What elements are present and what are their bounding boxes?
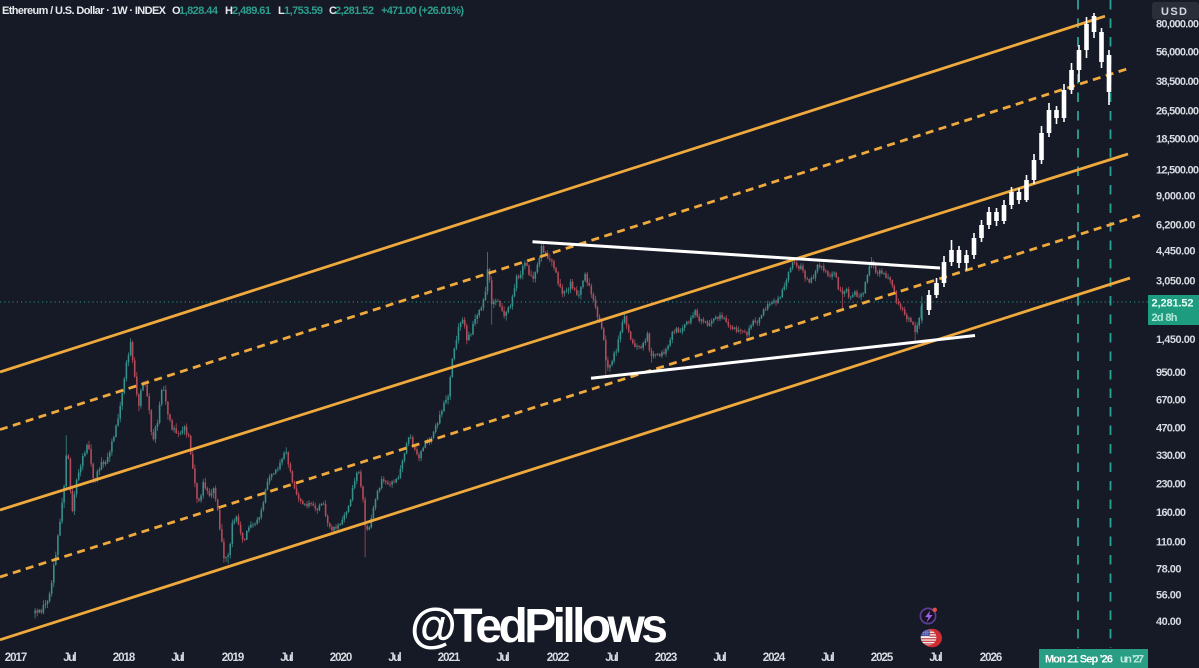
svg-text:Mon 21 Sep ’26: Mon 21 Sep ’26 xyxy=(1045,654,1113,666)
svg-text:Jul: Jul xyxy=(929,652,943,664)
svg-text:Jul: Jul xyxy=(280,652,294,664)
svg-text:Ethereum / U.S. Dollar · 1W ·: Ethereum / U.S. Dollar · 1W · INDEX xyxy=(2,5,167,17)
svg-text:Jul: Jul xyxy=(171,652,185,664)
svg-text:78.00: 78.00 xyxy=(1156,564,1182,576)
svg-text:L: L xyxy=(278,5,285,17)
svg-text:USD: USD xyxy=(1161,6,1187,18)
svg-text:2019: 2019 xyxy=(222,652,245,664)
svg-text:Jul: Jul xyxy=(713,652,727,664)
svg-text:470.00: 470.00 xyxy=(1156,422,1186,434)
svg-text:18,500.00: 18,500.00 xyxy=(1156,134,1199,146)
svg-text:2018: 2018 xyxy=(113,652,136,664)
svg-text:2,281.52: 2,281.52 xyxy=(335,5,374,17)
svg-text:2024: 2024 xyxy=(763,652,786,664)
svg-text:12,500.00: 12,500.00 xyxy=(1156,165,1199,177)
svg-text:2,489.61: 2,489.61 xyxy=(232,5,271,17)
svg-text:38,500.00: 38,500.00 xyxy=(1156,76,1199,88)
svg-text:230.00: 230.00 xyxy=(1156,479,1186,491)
svg-text:@TedPillows: @TedPillows xyxy=(410,600,668,653)
svg-text:Jul: Jul xyxy=(605,652,619,664)
svg-text:1,450.00: 1,450.00 xyxy=(1156,334,1196,346)
svg-text:26,500.00: 26,500.00 xyxy=(1156,105,1199,117)
svg-text:C: C xyxy=(329,5,337,17)
svg-text:2026: 2026 xyxy=(980,652,1003,664)
svg-text:2020: 2020 xyxy=(330,652,353,664)
svg-text:Jul: Jul xyxy=(388,652,402,664)
svg-text:40.00: 40.00 xyxy=(1156,616,1182,628)
svg-text:2025: 2025 xyxy=(871,652,894,664)
svg-text:2017: 2017 xyxy=(5,652,28,664)
svg-text:56,000.00: 56,000.00 xyxy=(1156,47,1199,59)
svg-text:670.00: 670.00 xyxy=(1156,395,1186,407)
svg-text:1,753.59: 1,753.59 xyxy=(284,5,323,17)
svg-text:80,000.00: 80,000.00 xyxy=(1156,19,1199,31)
svg-text:2021: 2021 xyxy=(438,652,461,664)
svg-text:Jul: Jul xyxy=(496,652,510,664)
svg-text:1,828.44: 1,828.44 xyxy=(179,5,219,17)
svg-text:110.00: 110.00 xyxy=(1156,537,1186,549)
svg-text:2022: 2022 xyxy=(547,652,570,664)
svg-text:+471.00 (+26.01%): +471.00 (+26.01%) xyxy=(381,5,464,17)
svg-text:H: H xyxy=(225,5,233,17)
svg-text:9,000.00: 9,000.00 xyxy=(1156,190,1196,202)
svg-text:950.00: 950.00 xyxy=(1156,367,1186,379)
svg-text:2d 8h: 2d 8h xyxy=(1152,312,1178,324)
svg-text:Jul: Jul xyxy=(63,652,77,664)
svg-text:un ’27: un ’27 xyxy=(1120,654,1144,666)
svg-text:4,450.00: 4,450.00 xyxy=(1156,246,1196,258)
svg-text:56.00: 56.00 xyxy=(1156,590,1182,602)
svg-text:160.00: 160.00 xyxy=(1156,507,1186,519)
svg-text:6,200.00: 6,200.00 xyxy=(1156,220,1196,232)
svg-text:330.00: 330.00 xyxy=(1156,450,1186,462)
svg-text:Jul: Jul xyxy=(821,652,835,664)
svg-text:2,281.52: 2,281.52 xyxy=(1152,298,1194,310)
svg-text:2023: 2023 xyxy=(655,652,678,664)
svg-text:3,050.00: 3,050.00 xyxy=(1156,275,1196,287)
svg-text:O: O xyxy=(172,5,181,17)
